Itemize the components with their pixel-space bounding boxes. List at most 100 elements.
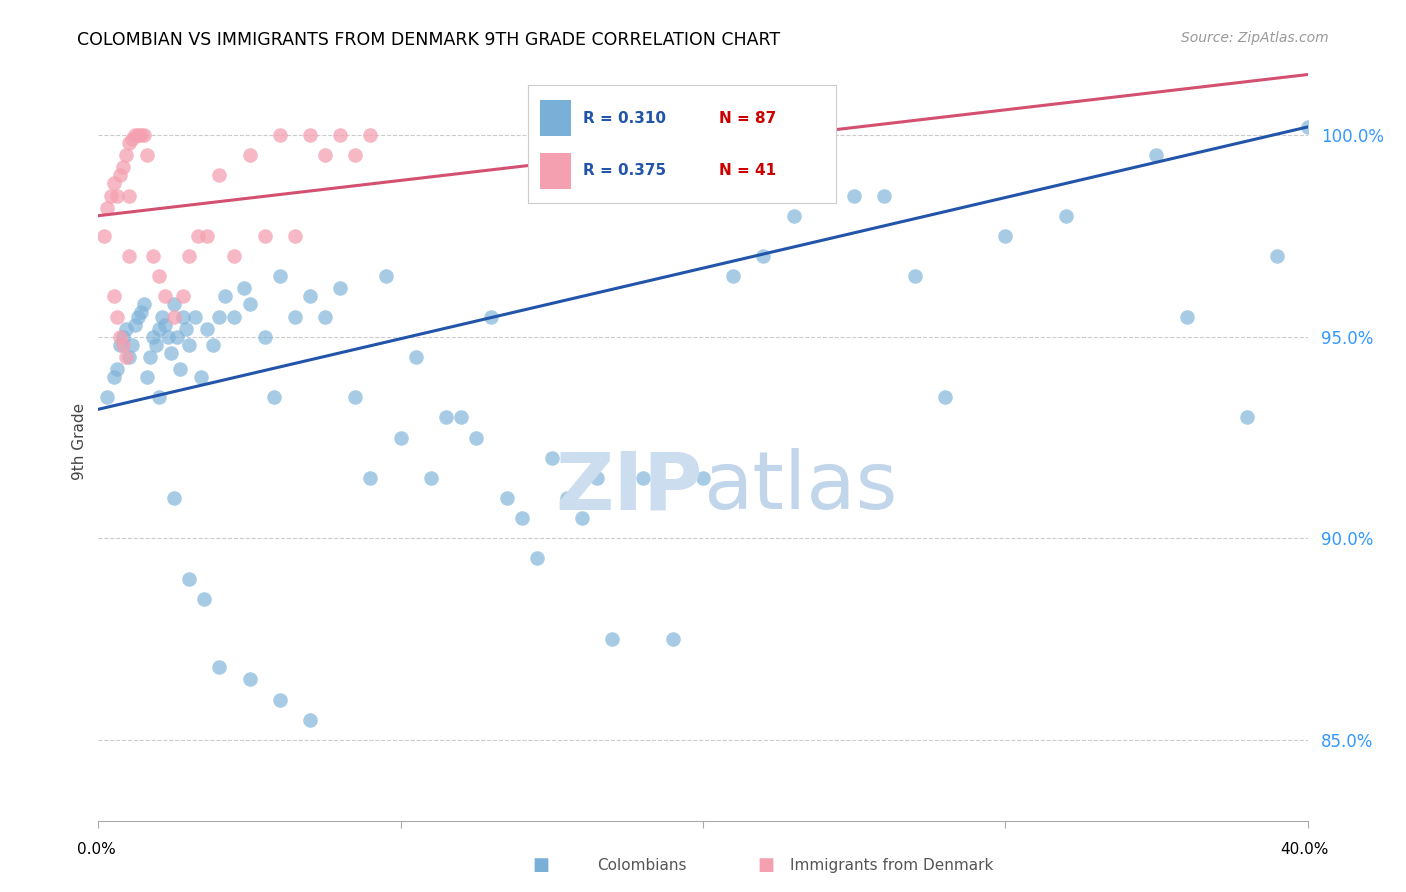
Point bbox=[163, 491, 186, 505]
Point bbox=[1296, 120, 1319, 134]
Point bbox=[314, 148, 336, 162]
Point bbox=[360, 128, 382, 142]
Point bbox=[208, 169, 231, 183]
Point bbox=[193, 591, 215, 606]
Text: atlas: atlas bbox=[703, 448, 897, 526]
Point bbox=[344, 148, 367, 162]
Point bbox=[129, 305, 152, 319]
Point bbox=[1267, 249, 1289, 263]
Point bbox=[540, 450, 562, 465]
Point bbox=[111, 161, 134, 175]
Point bbox=[127, 310, 149, 324]
Point bbox=[374, 269, 396, 284]
Point bbox=[360, 471, 382, 485]
Point bbox=[405, 350, 427, 364]
Point bbox=[420, 471, 443, 485]
Point bbox=[153, 318, 176, 332]
Point bbox=[994, 228, 1017, 243]
Point bbox=[111, 329, 134, 343]
Point bbox=[114, 321, 136, 335]
Point bbox=[202, 337, 225, 351]
Point bbox=[813, 169, 835, 183]
Y-axis label: 9th Grade: 9th Grade bbox=[72, 403, 87, 480]
Point bbox=[163, 310, 186, 324]
Point bbox=[160, 346, 183, 360]
Point bbox=[299, 289, 322, 303]
Point bbox=[232, 281, 254, 295]
Point bbox=[481, 310, 503, 324]
Point bbox=[783, 209, 806, 223]
Point bbox=[190, 370, 212, 384]
Point bbox=[169, 362, 191, 376]
Point bbox=[329, 281, 352, 295]
Point bbox=[172, 310, 194, 324]
Point bbox=[163, 297, 186, 311]
Point bbox=[103, 177, 125, 191]
Point bbox=[344, 390, 367, 404]
Point bbox=[145, 337, 167, 351]
Point bbox=[208, 310, 231, 324]
Text: ZIP: ZIP bbox=[555, 448, 703, 526]
Point bbox=[142, 249, 165, 263]
Point bbox=[844, 188, 866, 202]
Point bbox=[184, 310, 207, 324]
Point bbox=[148, 269, 170, 284]
Point bbox=[284, 310, 307, 324]
Point bbox=[118, 136, 141, 150]
Point bbox=[526, 551, 548, 566]
Point bbox=[124, 318, 146, 332]
Point bbox=[571, 511, 593, 525]
Point bbox=[135, 148, 157, 162]
Point bbox=[132, 128, 155, 142]
Point bbox=[179, 337, 201, 351]
Point bbox=[179, 572, 201, 586]
Point bbox=[329, 128, 352, 142]
Point bbox=[692, 471, 714, 485]
Point bbox=[208, 660, 231, 674]
Point bbox=[121, 132, 143, 146]
Point bbox=[139, 350, 162, 364]
Point bbox=[284, 228, 307, 243]
Point bbox=[166, 329, 188, 343]
Point bbox=[108, 337, 131, 351]
Point bbox=[389, 430, 412, 444]
Point bbox=[195, 228, 218, 243]
Point bbox=[118, 188, 141, 202]
Point bbox=[1175, 310, 1198, 324]
Point bbox=[465, 430, 488, 444]
Point bbox=[114, 350, 136, 364]
Point bbox=[299, 713, 322, 727]
Text: Colombians: Colombians bbox=[598, 858, 688, 872]
Point bbox=[121, 337, 143, 351]
Point bbox=[153, 289, 176, 303]
Point bbox=[96, 201, 118, 215]
Point bbox=[129, 128, 152, 142]
Point bbox=[118, 249, 141, 263]
Point bbox=[1236, 410, 1258, 425]
Point bbox=[124, 128, 146, 142]
Point bbox=[752, 249, 775, 263]
Point bbox=[253, 329, 276, 343]
Point bbox=[174, 321, 197, 335]
Point bbox=[269, 269, 291, 284]
Point bbox=[224, 310, 246, 324]
Point bbox=[142, 329, 165, 343]
Point bbox=[904, 269, 927, 284]
Point bbox=[510, 511, 533, 525]
Point bbox=[450, 410, 472, 425]
Point bbox=[148, 390, 170, 404]
Point bbox=[100, 188, 122, 202]
Point bbox=[172, 289, 194, 303]
Point bbox=[103, 289, 125, 303]
Point bbox=[156, 329, 179, 343]
Point bbox=[224, 249, 246, 263]
Point bbox=[114, 148, 136, 162]
Text: 40.0%: 40.0% bbox=[1281, 842, 1329, 856]
Point bbox=[148, 321, 170, 335]
Point bbox=[135, 370, 157, 384]
Point bbox=[434, 410, 457, 425]
Point bbox=[1054, 209, 1077, 223]
Point bbox=[111, 337, 134, 351]
Point bbox=[103, 370, 125, 384]
Point bbox=[214, 289, 236, 303]
